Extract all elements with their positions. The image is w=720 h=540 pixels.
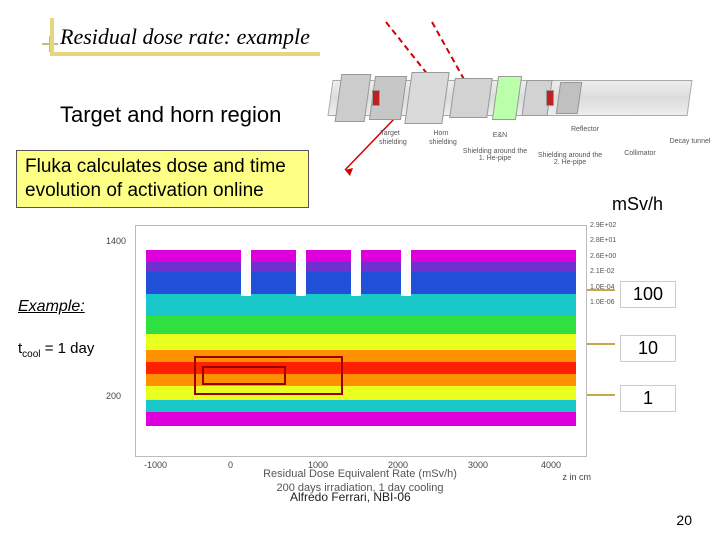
xtick: 0 xyxy=(228,460,233,470)
ytick: 1400 xyxy=(106,236,126,246)
caption-line1: Residual Dose Equivalent Rate (mSv/h) xyxy=(263,468,457,480)
diagram-label: Collimator xyxy=(605,150,675,157)
diagram-label: Shielding around the 1. He-pipe xyxy=(460,148,530,162)
xlabel: z in cm xyxy=(562,472,591,482)
scale-box: 1 xyxy=(620,385,676,412)
xtick: -1000 xyxy=(144,460,167,470)
scale-box: 10 xyxy=(620,335,676,362)
slide-title: Residual dose rate: example xyxy=(60,24,310,50)
beamline-diagram: TargetshieldingHornshieldingE&NShielding… xyxy=(310,20,690,185)
diagram-label: Shielding around the 2. He-pipe xyxy=(535,152,605,166)
footer-author: Alfredo Ferrari, NBI-06 xyxy=(290,490,411,504)
diagram-label: Reflector xyxy=(550,126,620,133)
ytick: 200 xyxy=(106,391,121,401)
slide-title-box: Residual dose rate: example xyxy=(50,18,320,56)
page-number: 20 xyxy=(676,512,692,528)
subtitle: Target and horn region xyxy=(60,102,281,128)
highlight-callout: Fluka calculates dose and time evolution… xyxy=(16,150,309,208)
unit-label: mSv/h xyxy=(612,194,663,215)
diagram-label: E&N xyxy=(465,132,535,139)
tcool-label: tcool = 1 day xyxy=(18,340,94,360)
tcool-rest: = 1 day xyxy=(41,340,95,357)
dose-heatmap-plot: 1400 200 -1000 0 1000 2000 3000 4000 z i… xyxy=(135,225,587,457)
example-label: Example: xyxy=(18,298,85,316)
heatmap-area xyxy=(146,236,576,426)
diagram-label: shielding xyxy=(408,139,478,146)
scale-box: 100 xyxy=(620,281,676,308)
tcool-sub: cool xyxy=(22,349,40,360)
xtick: 4000 xyxy=(541,460,561,470)
diagram-label: Decay tunnel xyxy=(655,138,720,145)
